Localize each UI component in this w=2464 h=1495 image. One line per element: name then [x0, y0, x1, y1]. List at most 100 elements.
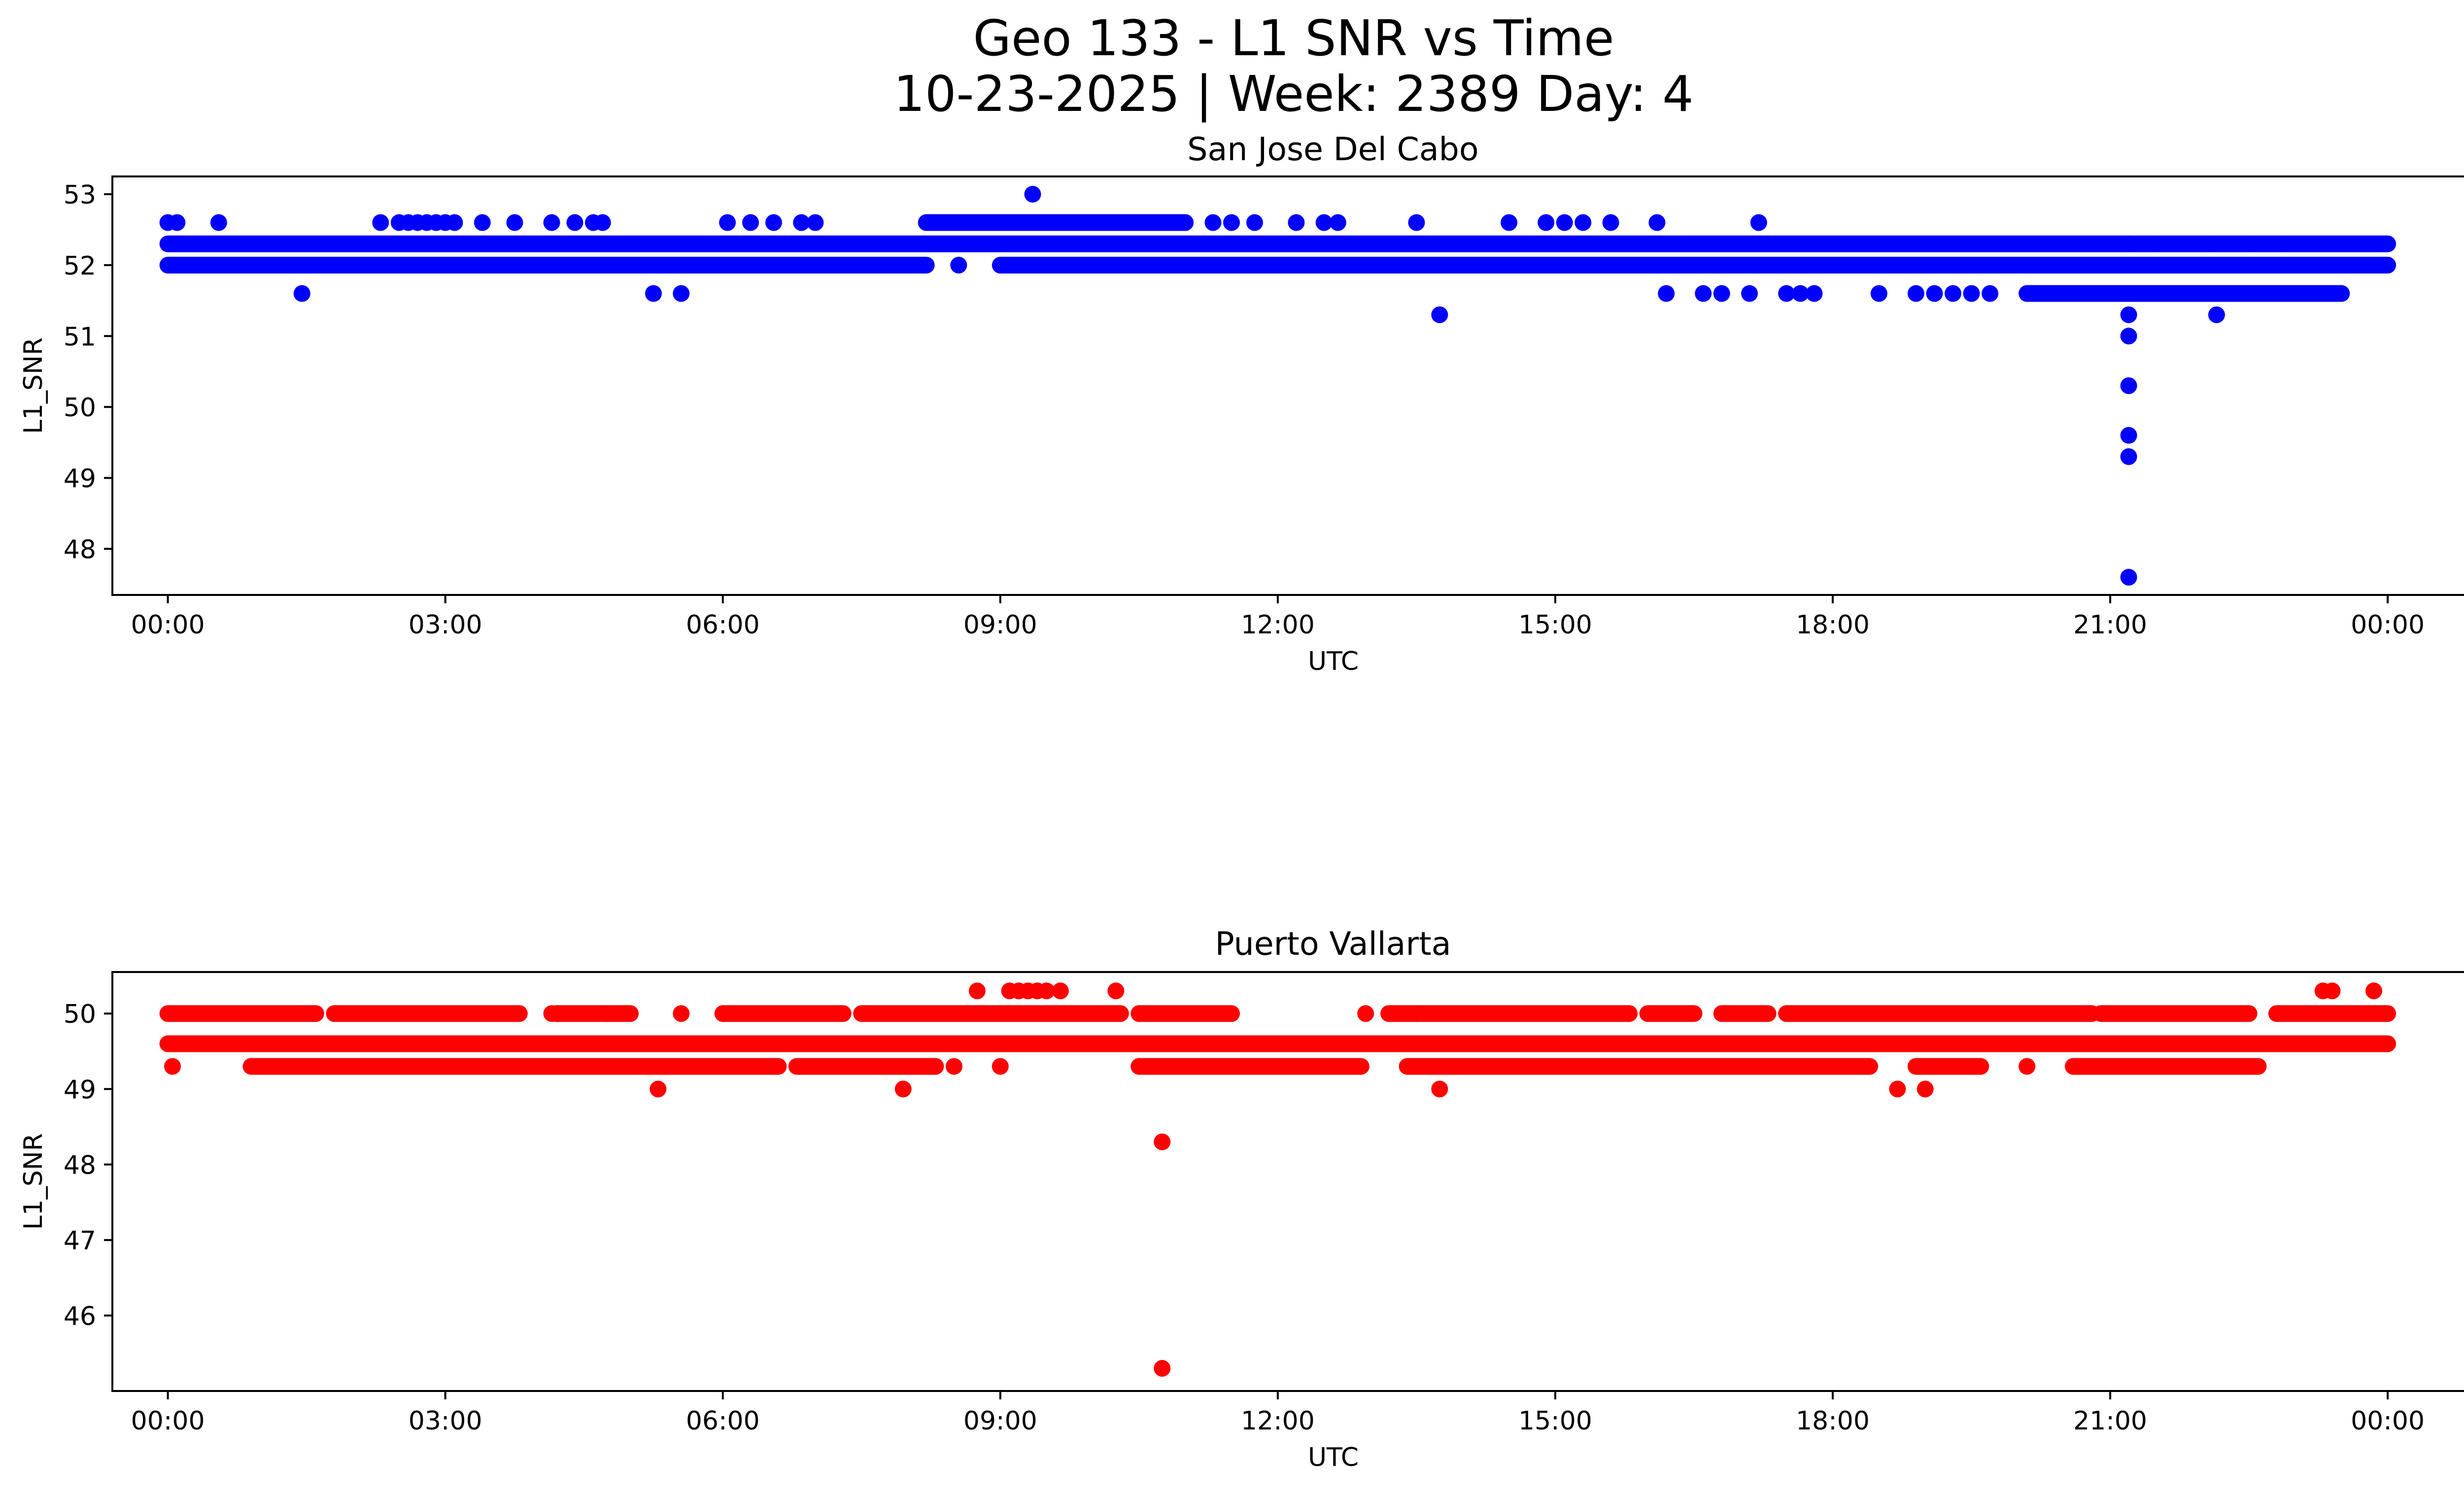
y-tick-label: 50 — [64, 393, 96, 423]
data-point — [169, 214, 186, 231]
x-axis-ticks: 00:00 03:00 06:00 09:00 12:00 15:00 18:00 21:00… — [131, 595, 2425, 640]
y-tick-label: 53 — [64, 180, 96, 210]
data-point — [1408, 1005, 1425, 1022]
y-tick-label: 47 — [64, 1226, 96, 1256]
x-tick-label: 00:00 — [2351, 610, 2425, 640]
data-point — [1713, 285, 1730, 302]
data-point — [945, 1058, 962, 1075]
data-point — [2365, 982, 2383, 1000]
data-point — [599, 1005, 616, 1022]
data-point — [210, 214, 227, 231]
x-tick-label: 15:00 — [1518, 1406, 1592, 1436]
data-point — [1431, 1080, 1448, 1098]
data-point — [992, 1058, 1009, 1075]
data-point — [2277, 235, 2294, 252]
data-point — [894, 1080, 912, 1098]
data-point — [1602, 214, 1619, 231]
data-point — [950, 256, 967, 274]
data-point — [1556, 214, 1573, 231]
data-point — [446, 214, 463, 231]
data-point — [1154, 1133, 1171, 1150]
x-tick-label: 18:00 — [1796, 610, 1870, 640]
data-point — [372, 214, 389, 231]
x-tick-label: 03:00 — [409, 610, 482, 640]
data-point — [2203, 235, 2221, 252]
data-point — [1926, 285, 1943, 302]
data-point — [506, 214, 523, 231]
data-point — [1963, 285, 1980, 302]
y-axis-ticks: 48 49 50 51 52 53 — [64, 180, 112, 564]
x-tick-label: 03:00 — [409, 1406, 482, 1436]
data-point — [2120, 327, 2137, 345]
data-point — [2120, 569, 2137, 586]
data-point — [742, 214, 759, 231]
data-point — [1741, 285, 1758, 302]
panel-title: Puerto Vallarta — [1215, 926, 1451, 963]
x-tick-label: 12:00 — [1241, 610, 1315, 640]
data-point — [1501, 214, 1518, 231]
y-tick-label: 49 — [64, 464, 96, 494]
data-point — [1288, 214, 1305, 231]
data-point — [1315, 214, 1333, 231]
data-point — [1408, 214, 1425, 231]
data-point — [1024, 185, 1041, 203]
data-point — [793, 214, 810, 231]
data-point — [1431, 306, 1448, 323]
scatter-points — [159, 982, 2396, 1377]
data-point — [2019, 1058, 2036, 1075]
panel-title: San Jose Del Cabo — [1187, 131, 1478, 168]
data-point — [807, 214, 824, 231]
data-point — [2120, 427, 2137, 444]
data-point — [1204, 214, 1222, 231]
data-point — [2324, 982, 2341, 1000]
data-point — [1658, 285, 1675, 302]
data-point — [719, 214, 736, 231]
data-point — [1223, 214, 1240, 231]
data-point — [474, 214, 491, 231]
data-point — [1538, 214, 1555, 231]
x-axis-label: UTC — [1308, 1443, 1359, 1472]
x-tick-label: 09:00 — [963, 610, 1037, 640]
data-point — [543, 214, 560, 231]
x-tick-label: 00:00 — [131, 610, 205, 640]
figure-title-line2: 10-23-2025 | Week: 2389 Day: 4 — [893, 65, 1693, 123]
data-point — [2240, 235, 2258, 252]
x-tick-label: 00:00 — [131, 1406, 205, 1436]
data-point — [543, 1005, 560, 1022]
x-tick-label: 06:00 — [686, 610, 760, 640]
y-tick-label: 50 — [64, 1000, 96, 1029]
data-point — [650, 1080, 667, 1098]
y-tick-label: 51 — [64, 322, 96, 352]
x-tick-label: 12:00 — [1241, 1406, 1315, 1436]
data-point — [1038, 982, 1055, 1000]
panel-puerto-vallarta: Puerto Vallarta 00:00 03:00 06:00 09:00 12:0… — [19, 926, 2464, 1472]
data-point — [1648, 214, 1666, 231]
data-point — [1052, 982, 1069, 1000]
data-point — [1916, 1080, 1934, 1098]
data-point — [2120, 235, 2137, 252]
y-tick-label: 52 — [64, 251, 96, 281]
data-point — [673, 285, 690, 302]
data-point — [2148, 235, 2165, 252]
x-tick-label: 21:00 — [2073, 1406, 2147, 1436]
data-point — [673, 1005, 690, 1022]
data-point — [1329, 214, 1346, 231]
data-point — [1945, 285, 1962, 302]
data-point — [1889, 1080, 1906, 1098]
data-point — [765, 214, 782, 231]
panel-san-jose-del-cabo: San Jose Del Cabo 00:00 03:00 06:00 09:00 12… — [19, 131, 2464, 676]
plot-frame — [111, 175, 2464, 596]
data-point — [1357, 1005, 1374, 1022]
plot-frame — [111, 971, 2464, 1392]
data-point — [566, 214, 583, 231]
data-point — [1870, 285, 1887, 302]
x-tick-label: 18:00 — [1796, 1406, 1870, 1436]
x-axis-ticks: 00:00 03:00 06:00 09:00 12:00 15:00 18:00 21:00… — [131, 1391, 2425, 1436]
y-axis-label: L1_SNR — [19, 337, 48, 434]
data-point — [2208, 306, 2225, 323]
data-point — [2120, 377, 2137, 394]
y-tick-label: 46 — [64, 1302, 96, 1331]
data-point — [164, 1058, 181, 1075]
data-point — [645, 285, 662, 302]
data-point — [1574, 214, 1592, 231]
